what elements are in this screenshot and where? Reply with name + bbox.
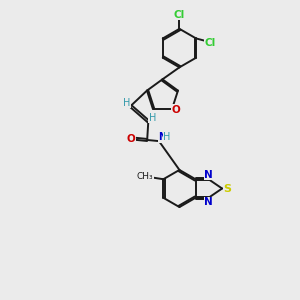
Text: O: O xyxy=(127,134,135,144)
Text: N: N xyxy=(204,170,213,180)
Text: Cl: Cl xyxy=(174,10,185,20)
Text: N: N xyxy=(158,132,166,142)
Text: Cl: Cl xyxy=(205,38,216,48)
Text: H: H xyxy=(163,132,171,142)
Text: S: S xyxy=(223,184,231,194)
Text: N: N xyxy=(204,197,213,207)
Text: CH₃: CH₃ xyxy=(137,172,154,182)
Text: H: H xyxy=(123,98,130,108)
Text: H: H xyxy=(149,113,156,123)
Text: O: O xyxy=(172,105,181,115)
